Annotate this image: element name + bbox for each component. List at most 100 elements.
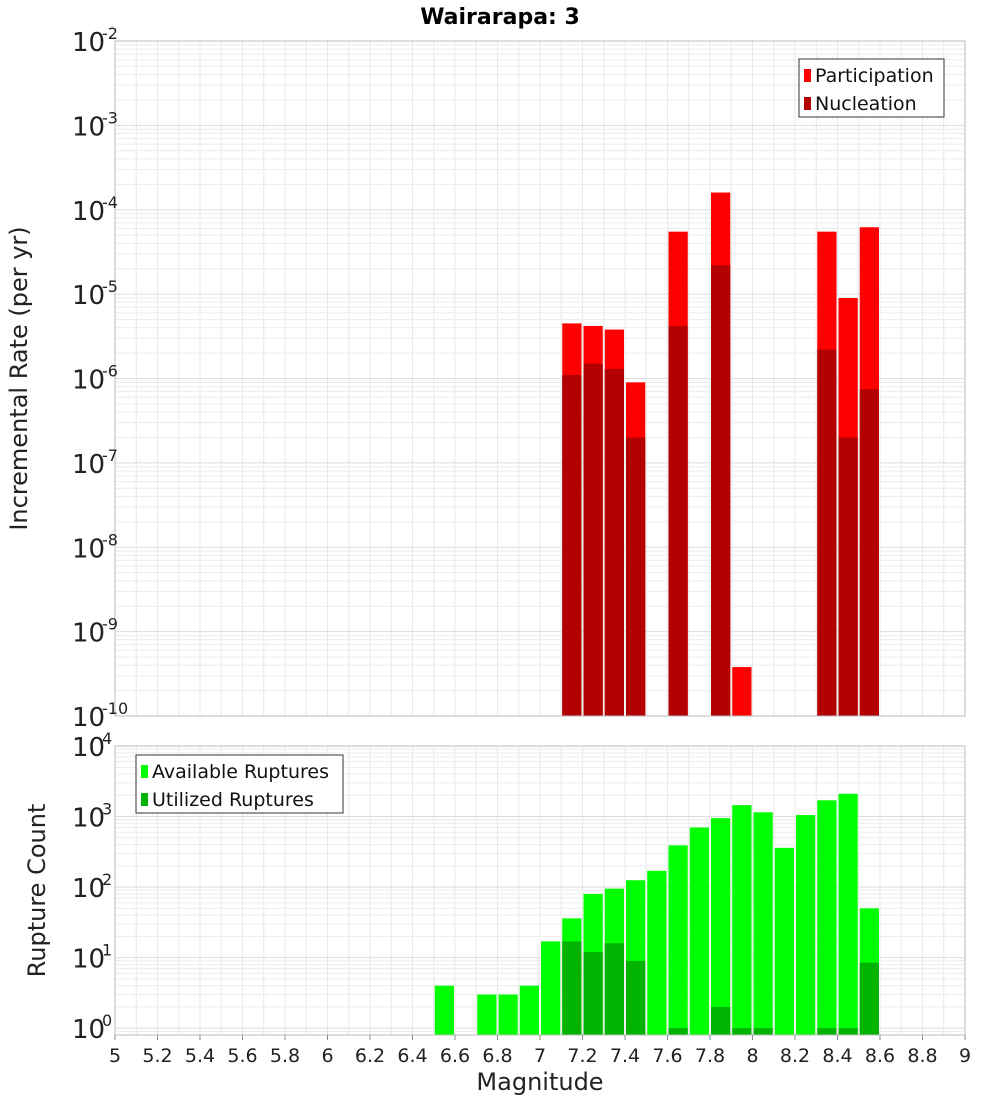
y-tick-base: 10 (72, 619, 105, 649)
legend-swatch (804, 97, 811, 110)
x-tick-label: 6.6 (440, 1045, 470, 1067)
y-tick-exponent: -8 (102, 530, 118, 549)
y-tick-exponent: -2 (102, 24, 118, 43)
x-tick-label: 6.8 (482, 1045, 512, 1067)
legend-swatch (141, 793, 148, 806)
nucleation-bar (604, 368, 624, 716)
y-tick-exponent: 3 (102, 800, 112, 819)
rate-bars (562, 192, 879, 717)
utilized-ruptures-bar (583, 952, 603, 1035)
y-tick-label: 10-5 (72, 277, 118, 311)
count-legend: Available Ruptures Utilized Ruptures (135, 754, 344, 814)
x-tick-label: 8 (746, 1045, 758, 1067)
y-tick-label: 10-6 (72, 362, 118, 396)
x-tick-label: 5.6 (227, 1045, 257, 1067)
y-tick-base: 10 (72, 534, 105, 564)
nucleation-bar (583, 363, 603, 716)
nucleation-bar (817, 349, 837, 716)
y-tick-label: 10-4 (72, 193, 118, 227)
legend-label: Nucleation (815, 93, 917, 115)
y-tick-exponent: -5 (102, 277, 118, 296)
available-ruptures-bar (753, 812, 773, 1035)
x-tick-label: 7.8 (695, 1045, 725, 1067)
nucleation-bar (626, 437, 646, 716)
legend-label: Available Ruptures (152, 761, 329, 783)
utilized-ruptures-bar (753, 1028, 773, 1035)
x-tick-label: 5.4 (185, 1045, 215, 1067)
y-tick-exponent: 0 (102, 1011, 112, 1030)
x-tick-label: 8.8 (907, 1045, 937, 1067)
rate-legend: Participation Nucleation (798, 58, 945, 118)
utilized-ruptures-bar (626, 960, 646, 1035)
x-tick-label: 9 (959, 1045, 971, 1067)
nucleation-bar (668, 325, 688, 716)
nucleation-bar (859, 389, 879, 716)
count-y-axis-label: Rupture Count (23, 804, 51, 978)
utilized-ruptures-bar (604, 943, 624, 1035)
utilized-ruptures-bar (838, 1028, 858, 1035)
utilized-ruptures-bar (817, 1028, 837, 1035)
chart-title: Wairarapa: 3 (420, 5, 580, 30)
utilized-ruptures-bar (859, 962, 879, 1035)
y-tick-base: 10 (72, 733, 105, 763)
y-tick-exponent: -10 (102, 699, 128, 718)
legend-box (798, 58, 945, 118)
x-tick-label: 8.4 (822, 1045, 852, 1067)
y-tick-exponent: 4 (102, 729, 112, 748)
x-tick-label: 7.4 (610, 1045, 640, 1067)
y-tick-label: 10-9 (72, 615, 118, 649)
available-ruptures-bar (541, 941, 561, 1035)
available-ruptures-bar (774, 847, 794, 1035)
rate-plot-frame (114, 40, 966, 717)
y-tick-base: 10 (72, 874, 105, 904)
utilized-ruptures-bar (732, 1028, 752, 1035)
x-tick-label: 7.6 (652, 1045, 682, 1067)
available-ruptures-bar (668, 845, 688, 1035)
available-ruptures-bar (498, 994, 518, 1035)
count-bars (434, 793, 879, 1035)
participation-bar (732, 667, 752, 716)
y-tick-label: 100 (72, 1011, 112, 1045)
x-tick-label: 7 (534, 1045, 546, 1067)
y-tick-exponent: -4 (102, 193, 118, 212)
y-tick-base: 10 (72, 281, 105, 311)
nucleation-bar (838, 437, 858, 716)
available-ruptures-bar (838, 793, 858, 1035)
y-tick-label: 101 (72, 941, 112, 975)
x-tick-label: 8.2 (780, 1045, 810, 1067)
legend-label: Participation (815, 65, 934, 87)
y-tick-label: 10-2 (72, 24, 118, 58)
y-tick-base: 10 (72, 450, 105, 480)
utilized-ruptures-bar (711, 1006, 731, 1035)
utilized-ruptures-bar (668, 1028, 688, 1035)
x-tick-label: 6 (321, 1045, 333, 1067)
legend-box (135, 754, 344, 814)
y-tick-base: 10 (72, 366, 105, 396)
y-tick-label: 104 (72, 729, 112, 763)
y-tick-label: 10-8 (72, 530, 118, 564)
y-tick-exponent: 1 (102, 941, 112, 960)
x-tick-label: 8.6 (865, 1045, 895, 1067)
available-ruptures-bar (519, 985, 539, 1035)
legend-swatch (804, 69, 811, 82)
y-tick-label: 10-10 (72, 699, 128, 733)
available-ruptures-bar (796, 815, 816, 1035)
legend-swatch (141, 765, 148, 778)
nucleation-bar (711, 265, 731, 716)
y-tick-base: 10 (72, 28, 105, 58)
y-tick-exponent: -7 (102, 446, 118, 465)
y-tick-base: 10 (72, 1015, 105, 1045)
available-ruptures-bar (689, 827, 709, 1035)
y-tick-label: 10-7 (72, 446, 118, 480)
y-tick-base: 10 (72, 112, 105, 142)
y-tick-exponent: -9 (102, 615, 118, 634)
y-tick-exponent: -3 (102, 108, 118, 127)
available-ruptures-bar (434, 985, 454, 1035)
available-ruptures-bar (477, 994, 497, 1035)
y-tick-base: 10 (72, 804, 105, 834)
y-tick-exponent: 2 (102, 870, 112, 889)
